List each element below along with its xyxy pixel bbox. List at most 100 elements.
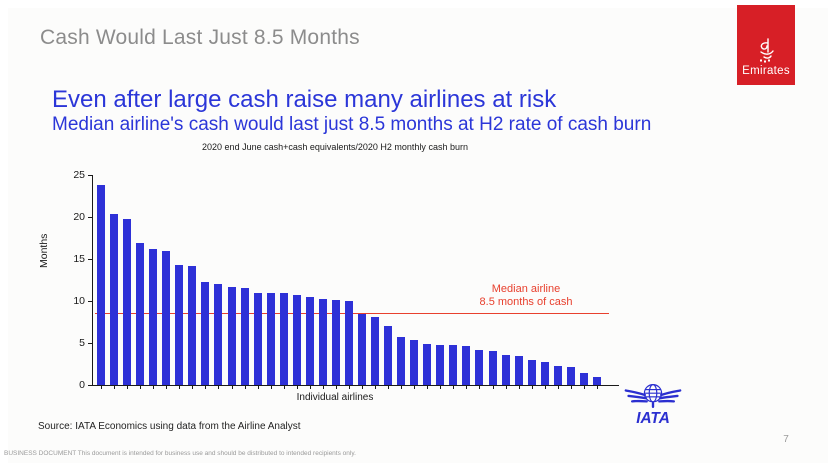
iata-wordmark: IATA	[636, 410, 670, 427]
airline-cash-bar	[371, 316, 380, 385]
airline-cash-bar	[227, 286, 236, 385]
x-axis-tick	[440, 386, 442, 389]
airline-cash-bar	[266, 293, 275, 385]
y-axis-tick	[88, 216, 93, 218]
y-axis-tick	[88, 384, 93, 386]
airline-cash-bar	[462, 346, 471, 385]
x-axis-tick	[205, 386, 207, 389]
airline-cash-bar	[279, 293, 288, 385]
top-border	[0, 0, 828, 8]
x-axis-tick	[362, 386, 363, 389]
airline-cash-bar	[149, 248, 158, 385]
x-axis-tick	[153, 386, 155, 389]
airline-cash-bar	[123, 218, 132, 385]
airline-cash-bar	[136, 243, 145, 385]
x-axis-tick	[492, 386, 494, 389]
airline-cash-bar	[449, 344, 458, 385]
left-border	[0, 0, 8, 463]
airline-cash-bar	[436, 344, 445, 385]
x-axis-tick	[257, 386, 259, 389]
plot-area: Median airline 8.5 months of cash 0 5 10 15…	[73, 169, 619, 391]
airline-cash-bar	[305, 296, 314, 385]
emirates-calligraphy-icon	[760, 38, 774, 63]
airline-cash-bar	[475, 349, 484, 385]
x-axis-tick	[166, 386, 168, 389]
emirates-logo: Emirates	[737, 5, 795, 85]
source-note: Source: IATA Economics using data from t…	[38, 421, 301, 432]
emirates-wordmark: Emirates	[742, 65, 790, 77]
x-axis-tick	[140, 386, 142, 389]
x-axis-tick	[114, 386, 116, 389]
slide-heading: Even after large cash raise many airline…	[52, 86, 557, 113]
x-axis-tick	[557, 386, 559, 389]
x-axis-tick	[518, 386, 520, 389]
x-axis-tick	[283, 386, 285, 389]
airline-cash-bar	[214, 284, 223, 385]
y-axis-tick-label: 25	[73, 169, 85, 181]
x-axis-tick	[348, 386, 350, 389]
x-axis-tick	[244, 386, 246, 389]
x-axis-title: Individual airlines	[296, 392, 374, 403]
airline-cash-bar	[553, 365, 562, 385]
footer-disclaimer: BUSINESS DOCUMENT This document is inten…	[4, 450, 356, 457]
x-axis-tick	[296, 386, 298, 389]
y-axis-tick-label: 10	[73, 295, 85, 307]
x-axis-tick	[596, 386, 598, 389]
airline-cash-bar	[488, 350, 497, 385]
x-axis-tick	[583, 386, 585, 389]
x-axis-tick	[453, 386, 455, 389]
x-axis-tick	[218, 386, 220, 389]
airline-cash-bar	[579, 373, 588, 385]
iata-logo: IATA	[624, 382, 682, 428]
median-annotation: Median airline 8.5 months of cash	[443, 283, 609, 309]
airline-cash-bar	[175, 264, 184, 385]
slide-kicker-title: Cash Would Last Just 8.5 Months	[40, 26, 360, 49]
iata-winged-globe-icon: IATA	[624, 384, 682, 427]
airline-cash-bar	[592, 376, 601, 385]
airline-cash-bar	[344, 301, 353, 385]
airline-cash-bar	[566, 367, 575, 385]
x-axis-tick	[427, 386, 429, 389]
median-annotation-line2: 8.5 months of cash	[479, 296, 573, 308]
y-axis-tick	[88, 300, 93, 302]
airline-cash-bar	[240, 288, 249, 385]
x-axis-tick	[544, 386, 546, 389]
x-axis-tick	[401, 386, 403, 389]
airline-cash-bar	[201, 281, 210, 385]
x-axis-tick	[414, 386, 416, 389]
x-axis-tick	[192, 386, 194, 389]
airline-cash-bar	[514, 356, 523, 385]
y-axis-tick-label: 15	[73, 253, 85, 265]
x-axis-tick	[479, 386, 481, 389]
x-axis-tick	[375, 386, 377, 389]
airline-cash-bar	[331, 300, 340, 385]
x-axis-tick	[505, 386, 507, 389]
x-axis-tick	[309, 386, 311, 389]
y-axis-tick-label: 20	[73, 211, 85, 223]
airline-cash-bar	[410, 340, 419, 385]
airline-cash-bar	[423, 343, 432, 385]
y-axis-tick-label: 5	[79, 337, 85, 349]
x-axis-tick	[127, 386, 129, 389]
x-axis-tick	[179, 386, 181, 389]
chart-title: 2020 end June cash+cash equivalents/2020…	[202, 142, 468, 152]
x-axis-tick	[270, 386, 272, 389]
y-axis-tick	[88, 174, 93, 176]
x-axis-tick	[570, 386, 572, 389]
y-axis-tick	[88, 342, 93, 344]
x-axis-tick	[322, 386, 324, 389]
airline-cash-bar	[397, 337, 406, 385]
airline-cash-bar	[501, 354, 510, 385]
airline-cash-bar	[540, 362, 549, 385]
x-axis-tick	[101, 386, 102, 389]
airline-cash-bar	[97, 185, 105, 385]
y-axis-tick-label: 0	[79, 379, 85, 391]
y-axis-tick	[88, 258, 93, 260]
airline-cash-bar	[188, 265, 197, 385]
x-axis-tick	[388, 386, 390, 389]
page-number: 7	[783, 434, 789, 445]
x-axis-tick	[531, 386, 533, 389]
airline-cash-bar	[318, 299, 327, 385]
median-annotation-line1: Median airline	[491, 283, 561, 295]
